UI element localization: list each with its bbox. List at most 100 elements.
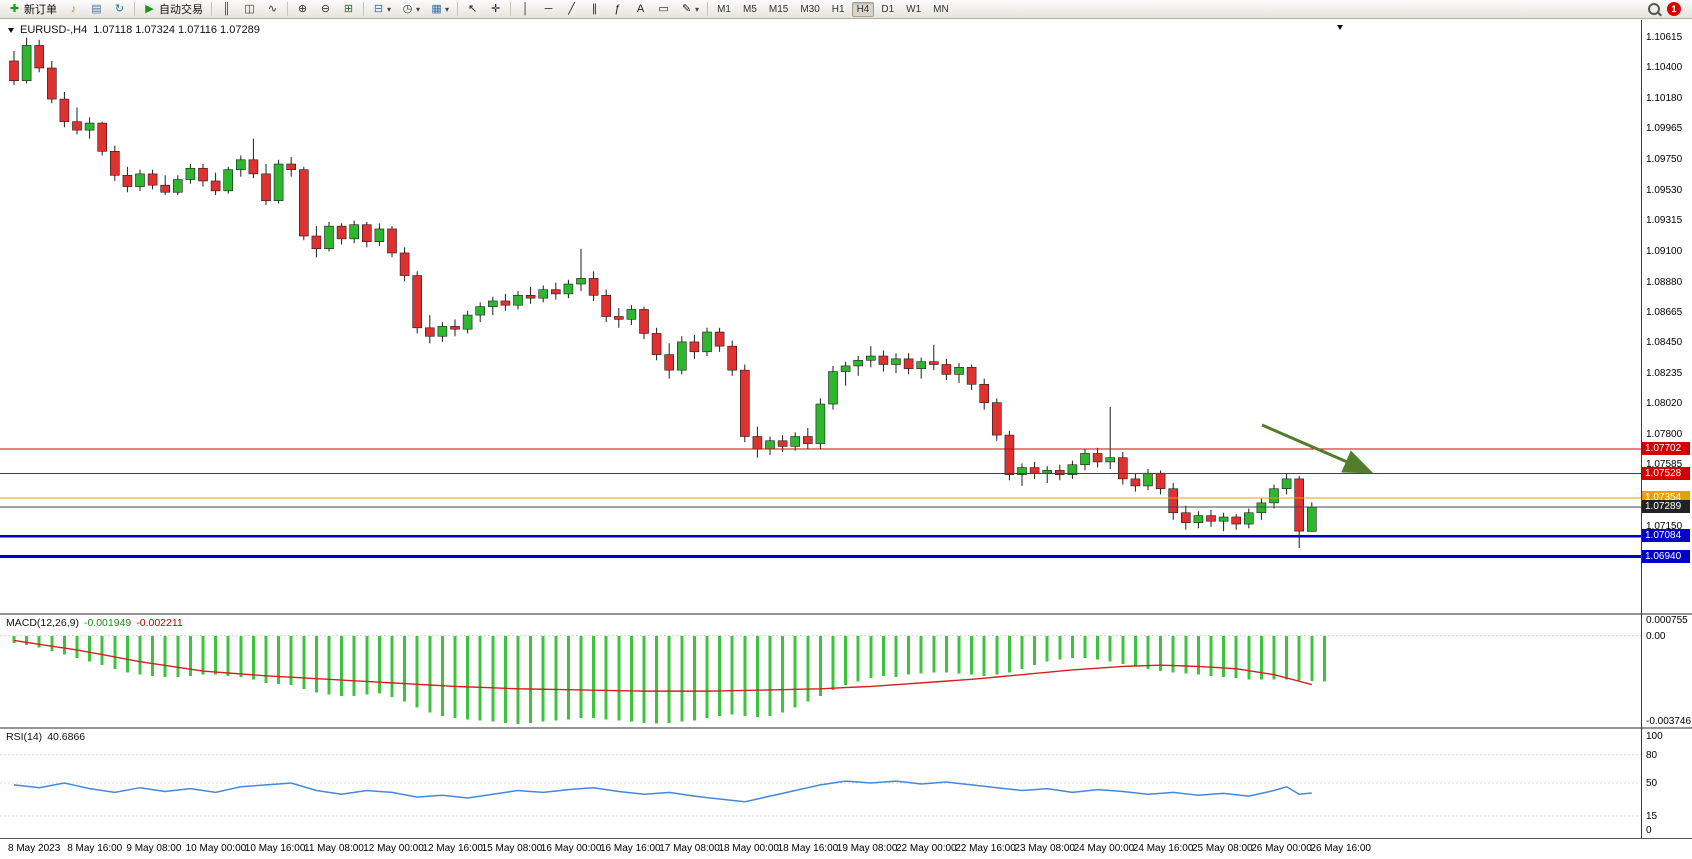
time-axis-label: 10 May 00:00 [185,843,247,854]
time-axis-label: 9 May 08:00 [126,843,182,854]
templates-button[interactable]: ▦ ▾ [425,0,454,19]
profiles-button[interactable]: ◷ ▾ [396,0,425,19]
rsi-panel[interactable] [0,729,1641,837]
price-axis-label: 1.10180 [1646,93,1683,105]
notification-badge[interactable]: 1 [1667,2,1681,16]
rsi-axis-label: 50 [1646,778,1658,789]
timeframe-m15-button[interactable]: M15 [768,3,789,15]
timeframe-d1-button[interactable]: D1 [881,3,895,15]
bear-candle [991,402,1002,436]
bear-candle [399,252,410,276]
bear-candle [97,122,107,152]
line-chart-button[interactable]: ∿ [261,0,284,19]
ohlc-values: 1.07118 1.07324 1.07116 1.07289 [93,24,260,36]
crosshair-button[interactable]: ✛ [484,0,507,19]
bull-candle [790,436,801,447]
zoom-out-button[interactable]: ⊖ [314,0,337,19]
tile-windows-button[interactable]: ⊞ [337,0,360,19]
channel-button[interactable]: ∥ [583,0,606,19]
bear-candle [160,184,170,193]
price-axis-label: 1.08665 [1646,306,1683,318]
bull-candle [513,295,523,306]
bull-candle [1143,472,1153,487]
panel-separator[interactable] [0,613,1692,615]
timeframe-m30-button[interactable]: M30 [800,3,820,15]
time-axis-label: 22 May 16:00 [955,843,1016,854]
vertical-line-button[interactable]: │ [514,0,537,19]
bear-candle [1118,457,1128,480]
horizontal-line-button[interactable]: ─ [537,0,560,19]
timeframe-h4-button[interactable]: H4 [851,1,875,17]
trendline-button[interactable]: ╱ [560,0,583,19]
toolbar-separator [707,2,709,16]
rsi-label: RSI(14) 40.6866 [6,731,85,743]
time-axis-label: 18 May 16:00 [777,843,839,854]
toolbar-separator [287,2,288,16]
trend-arrow[interactable] [1261,423,1374,474]
bear-candle [1130,478,1141,487]
auto-trading-button[interactable]: ▶ 自动交易 [138,0,208,19]
timeframe-h1-button[interactable]: H1 [831,3,845,15]
macd-axis[interactable]: 0.000755 0.00 -0.003746 [1642,615,1692,727]
bear-candle [928,361,939,365]
dropdown-caret-icon: ▾ [695,4,700,14]
rsi-name: RSI(14) [6,731,43,743]
chart-menu-icon[interactable] [8,27,14,33]
bull-candle [576,278,586,285]
macd-panel[interactable] [0,615,1641,727]
rsi-axis-label: 15 [1646,810,1658,822]
pencil-icon: ✎ [681,2,692,15]
cursor-button[interactable]: ↖ [461,0,484,19]
price-axis-label: 1.08235 [1646,367,1683,379]
toolbar-separator [510,2,512,16]
timeframe-m1-button[interactable]: M1 [717,3,731,15]
price-axis-label: 1.09315 [1646,215,1683,227]
bear-candle [9,60,19,82]
timeframe-w1-button[interactable]: W1 [906,3,922,15]
rsi-value: 40.6866 [47,731,86,743]
scroll-to-end-icon[interactable] [1337,25,1343,30]
time-axis[interactable]: 8 May 2023 8 May 16:00 9 May 08:00 10 May 0… [0,839,1641,859]
zoom-in-button[interactable]: ⊕ [291,0,314,19]
price-tag: 1.07702 [1642,441,1690,455]
bull-candle [273,163,284,202]
panel-separator[interactable] [0,727,1692,729]
text-button[interactable]: A [629,0,652,19]
candlestick-button[interactable]: ◫ [238,0,261,19]
fibonacci-button[interactable]: ƒ [606,0,629,19]
time-axis-label: 24 May 00:00 [1073,843,1135,854]
market-watch-button[interactable]: ▤ [85,0,108,19]
bull-candle [563,283,574,295]
price-tag: 1.06940 [1642,549,1690,563]
candlestick-icon: ◫ [244,2,255,15]
draw-tools-button[interactable]: ✎ ▾ [675,0,704,19]
rsi-axis-label: 100 [1646,731,1663,742]
new-order-button[interactable]: ✚ 新订单 [3,0,62,19]
main-price-chart[interactable] [0,20,1641,613]
label-button[interactable]: ▭ [652,0,675,19]
price-axis[interactable]: 1.10615 1.10400 1.10180 1.09965 1.09750 1.095… [1642,20,1692,613]
bear-candle [500,300,511,306]
bear-candle [210,180,221,192]
alerts-button[interactable]: ♪ [62,0,85,19]
timeframe-mn-button[interactable]: MN [933,3,949,15]
refresh-button[interactable]: ↻ [108,0,131,19]
timeframe-m5-button[interactable]: M5 [742,3,757,15]
bear-candle [298,169,309,237]
bear-candle [979,383,990,403]
bear-candle [613,316,624,320]
bar-chart-button[interactable]: ║ [215,0,238,19]
rsi-axis[interactable]: 100 80 50 15 0 [1642,729,1692,837]
bull-candle [626,309,637,320]
time-axis-label: 8 May 2023 [8,843,61,854]
price-axis-label: 1.10615 [1646,31,1683,43]
new-chart-button[interactable]: ⊟ ▾ [367,0,396,19]
bull-candle [21,45,32,82]
time-axis-label: 25 May 08:00 [1192,843,1253,854]
new-order-button-label: 新订单 [24,4,57,16]
chart-title: EURUSD-,H4 1.07118 1.07324 1.07116 1.072… [8,24,260,36]
time-axis-label: 22 May 00:00 [896,843,957,854]
time-axis-label: 12 May 00:00 [363,843,424,854]
search-icon[interactable] [1647,2,1660,17]
bear-candle [361,224,372,242]
